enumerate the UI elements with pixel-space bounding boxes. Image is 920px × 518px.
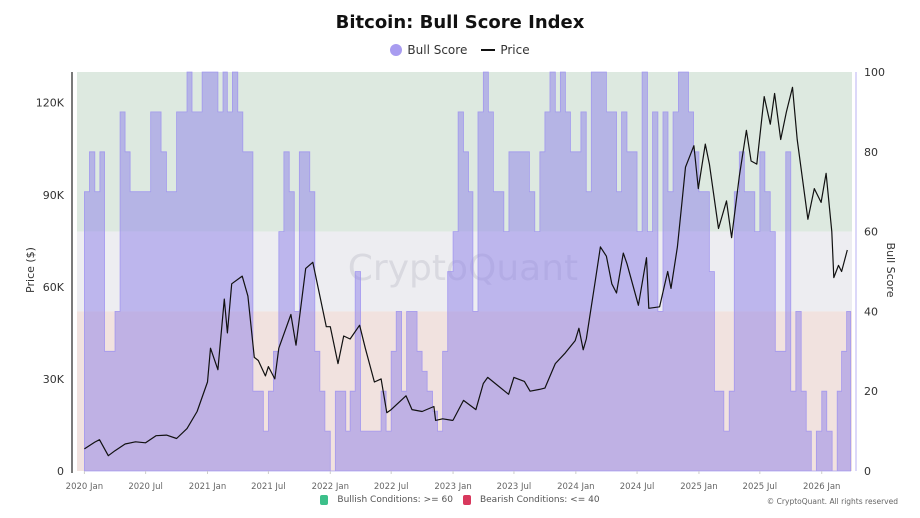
left-tick-label: 0 — [57, 465, 64, 478]
x-tick-label: 2025 Jan — [680, 482, 717, 492]
right-tick-label: 40 — [864, 305, 878, 318]
right-axis-label: Bull Score — [884, 243, 897, 298]
legend-item-bull-score[interactable]: Bull Score — [390, 43, 467, 57]
x-tick-label: 2025 Jul — [743, 482, 778, 492]
price-line — [84, 86, 848, 457]
right-tick-label: 0 — [864, 465, 871, 478]
left-tick-label: 30K — [43, 373, 65, 386]
x-tick-label: 2023 Jul — [497, 482, 532, 492]
x-tick-label: 2021 Jul — [251, 482, 286, 492]
legend-item-price[interactable]: Price — [481, 43, 530, 57]
left-tick-label: 90K — [43, 189, 65, 202]
bearish-swatch-icon — [462, 495, 471, 505]
x-tick-label: 2022 Jul — [374, 482, 409, 492]
bullish-conditions-label: Bullish Conditions: >= 60 — [337, 495, 453, 505]
legend-label-price: Price — [500, 43, 530, 57]
x-tick-label: 2020 Jul — [128, 482, 163, 492]
left-tick-label: 60K — [43, 281, 65, 294]
x-tick-label: 2020 Jan — [66, 482, 103, 492]
legend-label-bull-score: Bull Score — [407, 43, 468, 57]
conditions-legend: Bullish Conditions: >= 60 Bearish Condit… — [0, 495, 920, 505]
bearish-conditions-label: Bearish Conditions: <= 40 — [479, 495, 600, 505]
right-tick-label: 20 — [864, 385, 878, 398]
chart-legend: Bull Score Price — [0, 43, 920, 57]
left-axis-label: Price ($) — [24, 247, 37, 293]
x-tick-label: 2022 Jan — [312, 482, 349, 492]
x-tick-label: 2024 Jan — [557, 482, 594, 492]
left-tick-label: 120K — [36, 97, 65, 110]
copyright: © CryptoQuant. All rights reserved — [766, 497, 898, 506]
right-tick-label: 100 — [864, 66, 885, 79]
x-tick-label: 2023 Jan — [434, 482, 471, 492]
bull-score-swatch-icon — [390, 44, 403, 56]
price-line-swatch-icon — [481, 49, 496, 51]
x-tick-label: 2026 Jan — [803, 482, 840, 492]
bullish-swatch-icon — [320, 495, 329, 505]
x-tick-label: 2021 Jan — [189, 482, 226, 492]
chart-title: Bitcoin: Bull Score Index — [335, 12, 585, 33]
right-tick-label: 80 — [864, 146, 878, 159]
right-tick-label: 60 — [864, 226, 878, 239]
x-tick-label: 2024 Jul — [620, 482, 655, 492]
